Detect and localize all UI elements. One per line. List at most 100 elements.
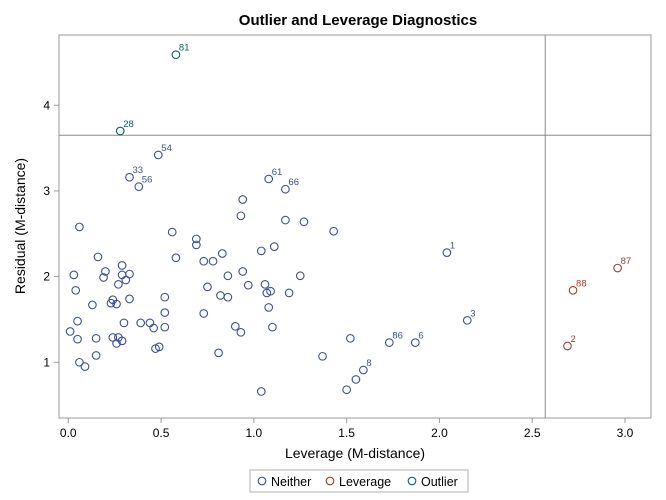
point-leverage — [563, 341, 572, 351]
point-neither — [91, 333, 101, 343]
point-neither — [230, 321, 240, 331]
y-axis-label: Residual (M-distance) — [12, 158, 28, 294]
point-neither — [199, 309, 209, 318]
point-label: 87 — [621, 256, 632, 267]
point-label: 86 — [392, 331, 403, 342]
point-neither — [134, 182, 144, 192]
point-neither — [117, 336, 127, 346]
point-neither — [318, 351, 327, 361]
point-label: 8 — [366, 358, 371, 369]
x-tick-label: 2.0 — [431, 426, 448, 440]
point-neither — [117, 270, 127, 280]
point-outlier — [171, 50, 181, 60]
point-neither — [342, 385, 351, 395]
point-neither — [236, 327, 246, 337]
point-neither — [117, 261, 127, 270]
legend-label-leverage: Leverage — [339, 475, 391, 489]
point-neither — [112, 339, 121, 348]
x-tick-label: 2.5 — [524, 426, 541, 440]
point-label: 3 — [470, 308, 475, 319]
point-neither — [243, 280, 253, 290]
point-neither — [167, 227, 177, 237]
y-tick-label: 2 — [43, 270, 50, 284]
point-neither — [346, 333, 355, 343]
point-label: 81 — [179, 43, 190, 54]
point-neither — [73, 334, 82, 344]
point-neither — [329, 226, 339, 236]
point-neither — [191, 240, 201, 250]
point-neither — [171, 253, 181, 263]
point-label: 66 — [288, 177, 299, 188]
point-neither — [75, 357, 84, 367]
point-neither — [125, 294, 134, 304]
point-label: 88 — [576, 278, 587, 289]
y-tick-label: 1 — [43, 355, 50, 369]
point-neither — [99, 273, 108, 282]
point-neither — [69, 270, 79, 280]
point-neither — [71, 285, 81, 295]
point-neither — [264, 303, 274, 312]
legend-marker-outlier — [407, 476, 417, 486]
point-label: 61 — [272, 167, 283, 178]
legend: Neither Leverage Outlier — [249, 469, 469, 493]
x-tick-label: 3.0 — [617, 426, 634, 440]
point-neither — [149, 323, 158, 333]
point-neither — [136, 318, 146, 328]
point-neither — [359, 365, 368, 375]
point-neither — [160, 322, 170, 332]
point-neither — [73, 316, 82, 326]
point-neither — [75, 222, 84, 232]
point-neither — [145, 318, 155, 328]
point-neither — [284, 288, 294, 298]
point-neither — [223, 292, 233, 302]
point-neither — [236, 211, 246, 221]
point-neither — [101, 267, 110, 276]
legend-marker-neither — [257, 476, 267, 486]
point-neither — [223, 271, 233, 281]
point-leverage — [613, 263, 622, 273]
point-neither — [410, 338, 420, 347]
point-neither — [256, 246, 266, 256]
point-neither — [80, 362, 90, 371]
point-neither — [199, 256, 209, 266]
point-neither — [216, 291, 225, 300]
point-neither — [91, 351, 101, 360]
point-neither — [65, 327, 75, 336]
point-neither — [153, 150, 163, 160]
point-neither — [238, 195, 248, 204]
point-outlier — [115, 126, 125, 136]
point-label: 1 — [450, 241, 455, 252]
point-neither — [203, 282, 212, 292]
x-tick-label: 0.0 — [60, 426, 77, 440]
point-neither — [260, 279, 270, 289]
point-neither — [351, 375, 361, 384]
point-neither — [191, 234, 201, 244]
chart-title: Outlier and Leverage Diagnostics — [239, 12, 477, 29]
legend-label-outlier: Outlier — [421, 475, 458, 489]
point-neither — [281, 215, 290, 225]
y-tick-label: 3 — [43, 184, 50, 198]
point-neither — [208, 256, 218, 266]
point-neither — [266, 286, 275, 296]
point-neither — [384, 338, 394, 347]
point-label: 56 — [142, 175, 153, 186]
point-label: 28 — [123, 119, 134, 130]
point-neither — [160, 292, 170, 302]
x-tick-label: 0.5 — [153, 426, 170, 440]
point-neither — [121, 275, 131, 285]
point-label: 33 — [133, 165, 144, 176]
point-neither — [299, 217, 309, 227]
point-neither — [264, 174, 274, 184]
point-neither — [154, 342, 164, 352]
x-tick-label: 1.0 — [246, 426, 263, 440]
point-neither — [160, 308, 170, 317]
point-label: 6 — [418, 331, 423, 342]
point-neither — [217, 249, 227, 258]
point-neither — [125, 172, 134, 182]
point-neither — [93, 252, 103, 262]
point-neither — [214, 348, 223, 358]
point-neither — [295, 271, 305, 281]
point-neither — [256, 387, 266, 396]
y-tick-label: 4 — [43, 98, 50, 112]
